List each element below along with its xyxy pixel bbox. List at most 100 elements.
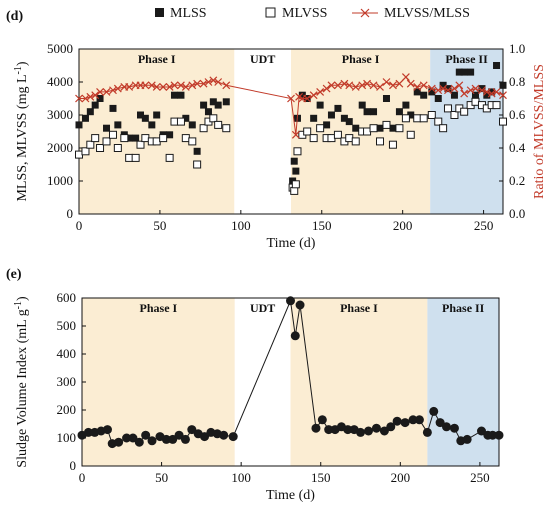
legend-marker-mlss: [155, 8, 164, 17]
data-point-mlvss: [170, 117, 179, 126]
y-tick-label: 5000: [47, 41, 73, 56]
data-point-mlvss: [136, 140, 145, 149]
cross-stroke: [193, 79, 202, 88]
cross-stroke: [147, 81, 156, 90]
data-point-mlss: [200, 101, 208, 109]
data-point-svi: [408, 415, 418, 425]
data-point-svi: [414, 415, 424, 425]
data-point-mlss: [358, 101, 366, 109]
data-point-svi: [83, 427, 93, 437]
data-point-svi: [317, 415, 327, 425]
data-point-svi: [114, 437, 124, 447]
data-point-ratio: [401, 73, 410, 81]
cross-stroke: [75, 94, 83, 103]
data-point-mlvss: [86, 140, 95, 149]
cross-stroke: [322, 84, 331, 93]
data-point-svi: [449, 423, 459, 433]
data-point-ratio: [395, 79, 404, 88]
cross-stroke: [466, 86, 475, 95]
data-point-ratio: [75, 94, 83, 103]
data-point-mlss: [471, 91, 479, 99]
data-point-svi: [422, 427, 432, 437]
data-point-mlss: [75, 121, 83, 129]
data-point-mlvss: [188, 137, 197, 146]
data-point-ratio: [389, 81, 397, 90]
data-point-mlss: [136, 111, 144, 119]
y2-tick-label: 0.0: [509, 206, 525, 221]
data-point-ratio: [177, 81, 185, 90]
data-point-ratio: [159, 83, 168, 91]
cross-stroke: [492, 87, 501, 96]
data-point-mlss: [298, 91, 306, 99]
cross-stroke: [358, 81, 367, 90]
y-axis-label-close: ): [15, 61, 30, 66]
cross-stroke: [209, 76, 218, 85]
data-point-mlss: [86, 108, 94, 116]
data-point-mlss: [428, 88, 436, 96]
cross-stroke: [81, 94, 90, 103]
data-point-mlss: [96, 95, 104, 102]
data-point-svi: [356, 427, 366, 437]
data-point-svi: [441, 422, 451, 432]
data-point-svi: [343, 425, 353, 435]
data-point-ratio: [427, 84, 436, 93]
cross-stroke: [413, 83, 422, 91]
data-point-ratio: [327, 81, 336, 90]
data-point-mlss: [153, 111, 161, 119]
data-point-svi: [219, 430, 229, 440]
y-tick-label: 3000: [47, 107, 73, 122]
data-point-ratio: [170, 81, 179, 90]
data-point-mlvss: [193, 160, 202, 169]
data-point-mlss: [488, 88, 496, 96]
data-point-mlss: [439, 81, 447, 89]
data-point-svi: [400, 418, 410, 428]
cross-stroke: [401, 73, 410, 81]
phase-label: Phase II: [445, 52, 488, 66]
phase-label: UDT: [250, 301, 275, 315]
cross-stroke: [199, 79, 208, 88]
data-point-mlss: [188, 121, 196, 129]
data-point-ratio: [214, 78, 223, 86]
cross-stroke: [427, 84, 436, 93]
data-point-svi: [311, 423, 321, 433]
data-point-ratio: [147, 81, 156, 90]
phase-label: Phase I: [138, 52, 176, 66]
data-point-ratio: [199, 79, 208, 88]
data-point-mlvss: [222, 124, 231, 133]
cross-stroke: [499, 91, 507, 100]
phase-label: UDT: [250, 52, 275, 66]
data-point-mlss: [389, 124, 397, 132]
data-point-svi: [371, 423, 381, 433]
data-point-mlvss: [333, 130, 342, 139]
data-point-mlss: [292, 167, 300, 175]
y-axis-label: Sludge Volume Index (mL g-1): [13, 296, 30, 468]
data-point-svi: [324, 425, 334, 435]
cross-stroke: [295, 92, 304, 101]
data-point-svi: [488, 430, 498, 440]
data-point-ratio: [96, 87, 104, 96]
data-point-ratio: [309, 91, 318, 100]
x-tick-label: 50: [153, 218, 166, 233]
data-point-mlvss: [75, 150, 83, 159]
y2-tick-label: 0.6: [509, 107, 526, 122]
cross-stroke: [478, 86, 486, 95]
y2-tick-label: 0.4: [509, 140, 526, 155]
data-point-ratio: [322, 84, 331, 93]
x-tick-label: 150: [312, 218, 332, 233]
data-point-mlvss: [382, 120, 391, 129]
x-tick-label: 100: [231, 470, 251, 485]
phase-band: [79, 49, 235, 214]
cross-stroke: [487, 89, 496, 98]
legend-label-mlss: MLSS: [170, 6, 207, 21]
data-point-mlvss: [199, 124, 208, 133]
phase-label: Phase I: [140, 301, 178, 315]
phase-label: Phase II: [442, 301, 485, 315]
data-point-svi: [286, 296, 295, 306]
data-point-mlvss: [209, 114, 218, 123]
legend-label-mlvss: MLVSS: [282, 6, 327, 21]
data-point-ratio: [439, 84, 448, 93]
cross-stroke: [376, 83, 384, 91]
data-point-ratio: [141, 81, 150, 90]
data-point-ratio: [358, 81, 367, 90]
y-tick-label: 100: [57, 430, 77, 445]
